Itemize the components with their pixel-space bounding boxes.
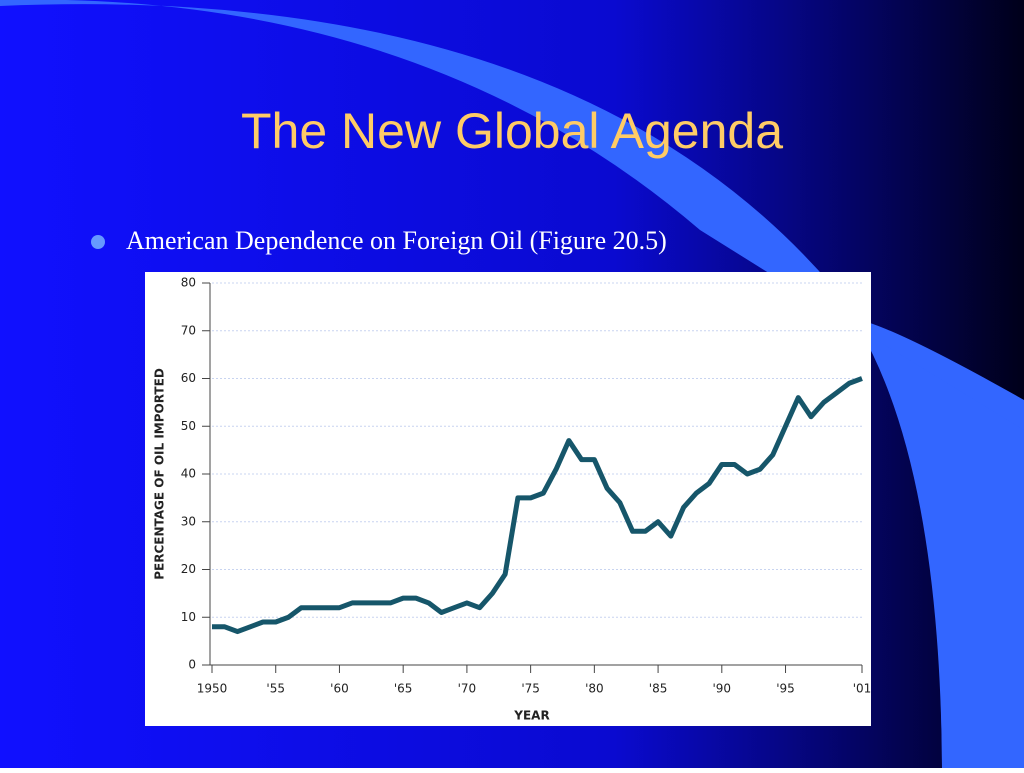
y-tick-label: 30: [181, 514, 196, 528]
x-tick-label: '60: [330, 682, 349, 696]
data-line: [212, 376, 863, 635]
x-tick-label: '85: [649, 682, 668, 696]
x-tick-label: '70: [458, 682, 477, 696]
y-tick-label: 80: [181, 276, 196, 290]
bullet-dot: [91, 235, 105, 249]
x-tick-label: '65: [394, 682, 413, 696]
x-tick-label: '55: [266, 682, 285, 696]
x-tick-label: '90: [713, 682, 732, 696]
y-tick-label: 0: [188, 658, 196, 672]
y-tick-label: 60: [181, 371, 196, 385]
chart: 0 10 20 30 40 50 60 70 80 1950 '55 '60 '65 '70 '75 '80 '…: [153, 276, 872, 723]
chart-area: [145, 272, 871, 726]
y-tick-label: 20: [181, 562, 196, 576]
x-tick-label: '75: [521, 682, 540, 696]
x-tick-label: '80: [585, 682, 604, 696]
x-axis-label: YEAR: [513, 709, 549, 723]
x-tick-label: 1950: [197, 682, 228, 696]
x-tick-label: '01: [853, 682, 872, 696]
y-tick-label: 70: [181, 323, 196, 337]
decor-panel: [860, 330, 1024, 768]
y-tick-label: 10: [181, 610, 196, 624]
y-axis-label: PERCENTAGE OF OIL IMPORTED: [153, 368, 167, 580]
slide-title: The New Global Agenda: [241, 103, 783, 159]
bullet-text: American Dependence on Foreign Oil (Figu…: [126, 226, 667, 255]
y-tick-label: 50: [181, 419, 196, 433]
x-tick-label: '95: [776, 682, 795, 696]
y-tick-label: 40: [181, 467, 196, 481]
